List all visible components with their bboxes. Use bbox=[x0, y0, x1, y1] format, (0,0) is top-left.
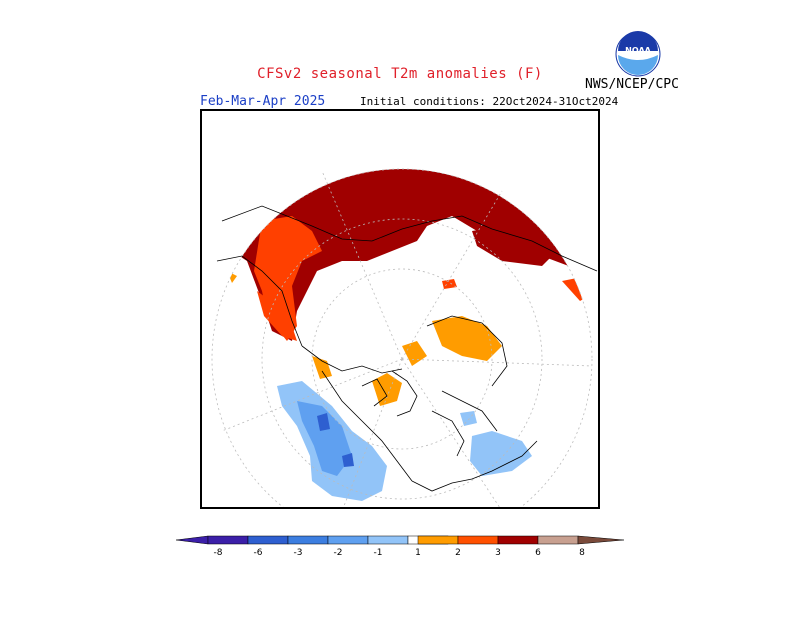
anomaly-map-svg bbox=[211, 116, 598, 507]
warm-anomaly-region bbox=[472, 226, 557, 266]
colorbar-tick-label: 8 bbox=[579, 548, 585, 558]
colorbar bbox=[175, 535, 625, 545]
colorbar-tick-label: 1 bbox=[415, 548, 421, 558]
cool-anomaly-region bbox=[470, 431, 532, 476]
chart-title: CFSv2 seasonal T2m anomalies (F) bbox=[257, 66, 543, 82]
initial-conditions-label: Initial conditions: 22Oct2024-31Oct2024 bbox=[360, 95, 619, 108]
colorbar-tick-label: 2 bbox=[455, 548, 461, 558]
colorbar-tick-label: -8 bbox=[213, 548, 223, 558]
colorbar-tick-label: 3 bbox=[495, 548, 501, 558]
warm-anomaly-region bbox=[222, 169, 592, 341]
warm-anomaly-region bbox=[257, 291, 297, 341]
warm-anomaly-region bbox=[562, 276, 592, 301]
agency-label: NWS/NCEP/CPC bbox=[585, 77, 679, 92]
colorbar-tick-label: -2 bbox=[333, 548, 343, 558]
warm-anomaly-region bbox=[312, 356, 332, 379]
cool-anomaly-region bbox=[317, 413, 330, 431]
colorbar-tick-label: -1 bbox=[373, 548, 383, 558]
warm-anomaly-region bbox=[442, 279, 457, 289]
coastlines bbox=[216, 205, 598, 492]
cool-anomaly-region bbox=[342, 453, 354, 467]
warm-anomaly-region bbox=[462, 339, 484, 357]
cool-anomaly-region bbox=[460, 411, 477, 426]
warm-anomaly-region bbox=[342, 116, 377, 139]
polar-map bbox=[200, 109, 600, 509]
noaa-logo-icon: NOAA bbox=[615, 31, 661, 77]
colorbar-tick-label: -6 bbox=[253, 548, 263, 558]
svg-text:NOAA: NOAA bbox=[625, 46, 651, 55]
colorbar-tick-label: 6 bbox=[535, 548, 541, 558]
cool-anomaly-region bbox=[297, 401, 352, 476]
warm-anomaly-region bbox=[402, 341, 427, 366]
season-label: Feb-Mar-Apr 2025 bbox=[200, 94, 326, 109]
warm-anomaly-region bbox=[372, 373, 402, 406]
warm-anomaly-region bbox=[432, 316, 502, 361]
colorbar-tick-label: -3 bbox=[293, 548, 303, 558]
